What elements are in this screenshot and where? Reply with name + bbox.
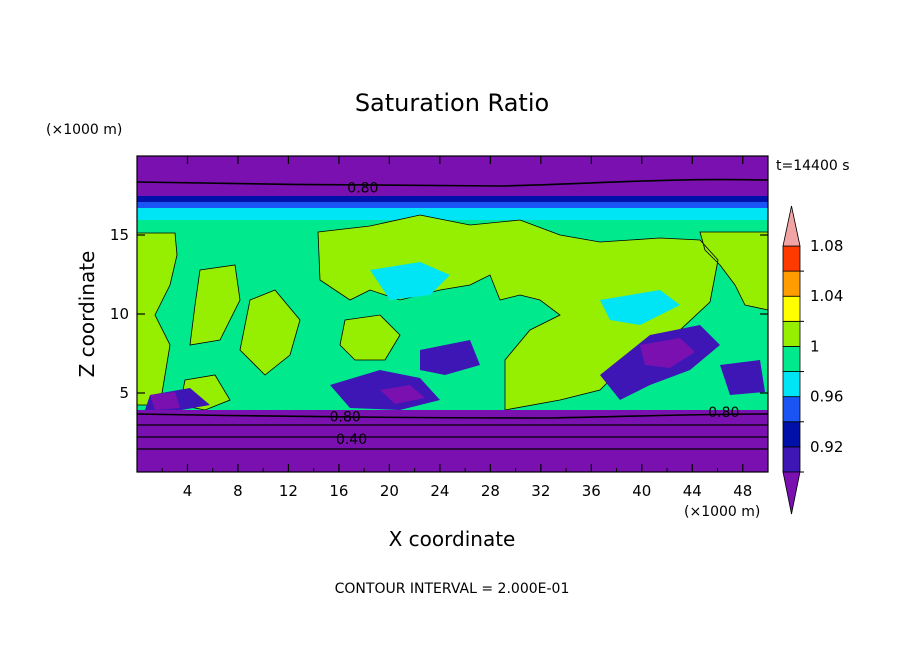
colorbar-min-triangle <box>782 471 801 515</box>
contour-labels: 0.80 0.80 0.40 0.80 <box>330 181 740 448</box>
y-tick-label: 10 <box>110 305 129 323</box>
contour-label: 0.80 <box>347 181 378 197</box>
contour-label: 0.80 <box>330 410 361 426</box>
field-cyan-patches <box>370 262 680 325</box>
y-tick-label: 5 <box>119 384 129 402</box>
chart-title: Saturation Ratio <box>355 89 549 117</box>
colorbar-box <box>782 270 801 297</box>
y-axis-ticks: 5 10 15 <box>110 226 768 402</box>
x-tick-label: 12 <box>279 482 298 500</box>
colorbar-tick-label: 0.92 <box>810 438 843 456</box>
field-blue-band-2 <box>137 202 768 210</box>
time-label: t=14400 s <box>776 158 850 174</box>
colorbar-box <box>782 446 801 473</box>
field-cyan-band <box>137 208 768 222</box>
x-tick-label: 16 <box>329 482 348 500</box>
contour-line-top <box>137 178 768 187</box>
x-tick-label: 8 <box>233 482 243 500</box>
colorbar-box <box>782 245 801 272</box>
colorbar: 0.92 0.96 1 1.04 1.08 <box>782 205 843 515</box>
colorbar-box <box>782 295 801 322</box>
colorbar-box <box>782 371 801 398</box>
x-tick-label: 48 <box>733 482 752 500</box>
colorbar-box <box>782 396 801 423</box>
x-unit-label: (×1000 m) <box>684 504 760 520</box>
contour-interval-note: CONTOUR INTERVAL = 2.000E-01 <box>335 581 570 597</box>
x-axis-title: X coordinate <box>389 527 516 551</box>
x-tick-label: 20 <box>380 482 399 500</box>
contour-label: 0.40 <box>336 432 367 448</box>
x-tick-label: 44 <box>683 482 702 500</box>
y-tick-label: 15 <box>110 226 129 244</box>
colorbar-tick-label: 1.04 <box>810 287 843 305</box>
colorbar-max-triangle <box>782 205 801 247</box>
x-tick-label: 24 <box>430 482 449 500</box>
x-tick-label: 36 <box>582 482 601 500</box>
colorbar-tick-label: 0.96 <box>810 388 843 406</box>
plot-area: 0.80 0.80 0.40 0.80 <box>136 155 769 473</box>
contour-line-low-080 <box>137 413 768 419</box>
y-unit-label: (×1000 m) <box>46 122 122 138</box>
field-lower-dry <box>137 410 768 472</box>
colorbar-box <box>782 346 801 372</box>
x-axis-ticks: 4 8 12 16 20 24 28 32 36 40 44 48 <box>161 156 752 500</box>
contour-label: 0.80 <box>708 405 739 421</box>
x-tick-label: 40 <box>632 482 651 500</box>
colorbar-tick-label: 1 <box>810 337 820 355</box>
field-lime-regions <box>137 214 768 411</box>
field-violet-patches <box>150 338 695 410</box>
colorbar-box <box>782 320 801 347</box>
x-tick-label: 28 <box>481 482 500 500</box>
colorbar-box <box>782 421 801 448</box>
y-axis-title: Z coordinate <box>75 251 99 378</box>
x-tick-label: 32 <box>531 482 550 500</box>
colorbar-tick-label: 1.08 <box>810 237 843 255</box>
x-tick-label: 4 <box>183 482 193 500</box>
field-dark-patches <box>145 325 765 412</box>
